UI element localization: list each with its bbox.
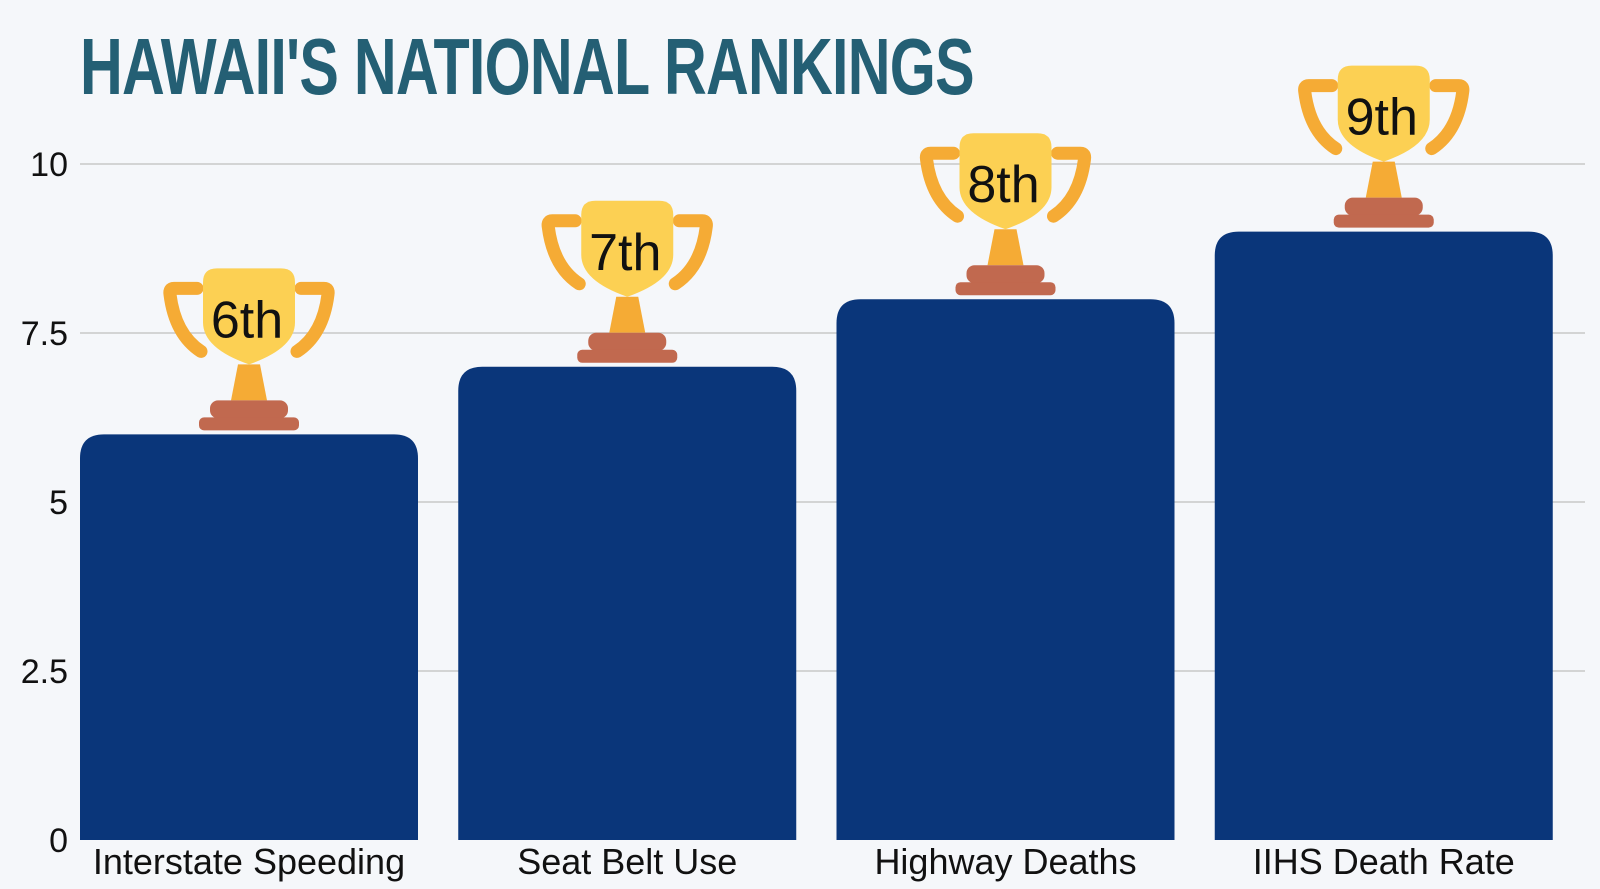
y-tick-label: 0	[49, 822, 68, 860]
bar	[458, 366, 797, 840]
trophy-icon: 8th	[919, 133, 1092, 296]
data-label: 6th	[211, 291, 283, 349]
x-axis-labels: Interstate Speeding Seat Belt Use Highway …	[93, 841, 1515, 882]
data-label: 8th	[967, 156, 1039, 214]
x-tick-label: Highway Deaths	[874, 841, 1136, 882]
y-tick-label: 10	[30, 146, 68, 184]
data-label: 7th	[589, 224, 661, 282]
bar	[1214, 231, 1553, 841]
trophy-icon: 9th	[1298, 65, 1470, 228]
x-tick-label: IIHS Death Rate	[1253, 841, 1515, 882]
bars	[80, 231, 1553, 841]
trophies: 6th 7th 8th 9th	[163, 65, 1470, 431]
bar	[80, 434, 418, 840]
bar	[836, 299, 1175, 840]
trophy-icon: 6th	[163, 268, 335, 431]
chart-title: HAWAII'S NATIONAL RANKINGS	[80, 22, 975, 111]
x-tick-label: Seat Belt Use	[517, 841, 737, 882]
y-tick-label: 2.5	[21, 653, 68, 691]
y-axis-ticks: 0 2.5 5 7.5 10	[21, 146, 68, 860]
y-tick-label: 7.5	[21, 315, 68, 353]
trophy-icon: 7th	[541, 200, 713, 363]
data-label: 9th	[1346, 89, 1418, 147]
y-tick-label: 5	[49, 484, 68, 522]
x-tick-label: Interstate Speeding	[93, 841, 405, 882]
